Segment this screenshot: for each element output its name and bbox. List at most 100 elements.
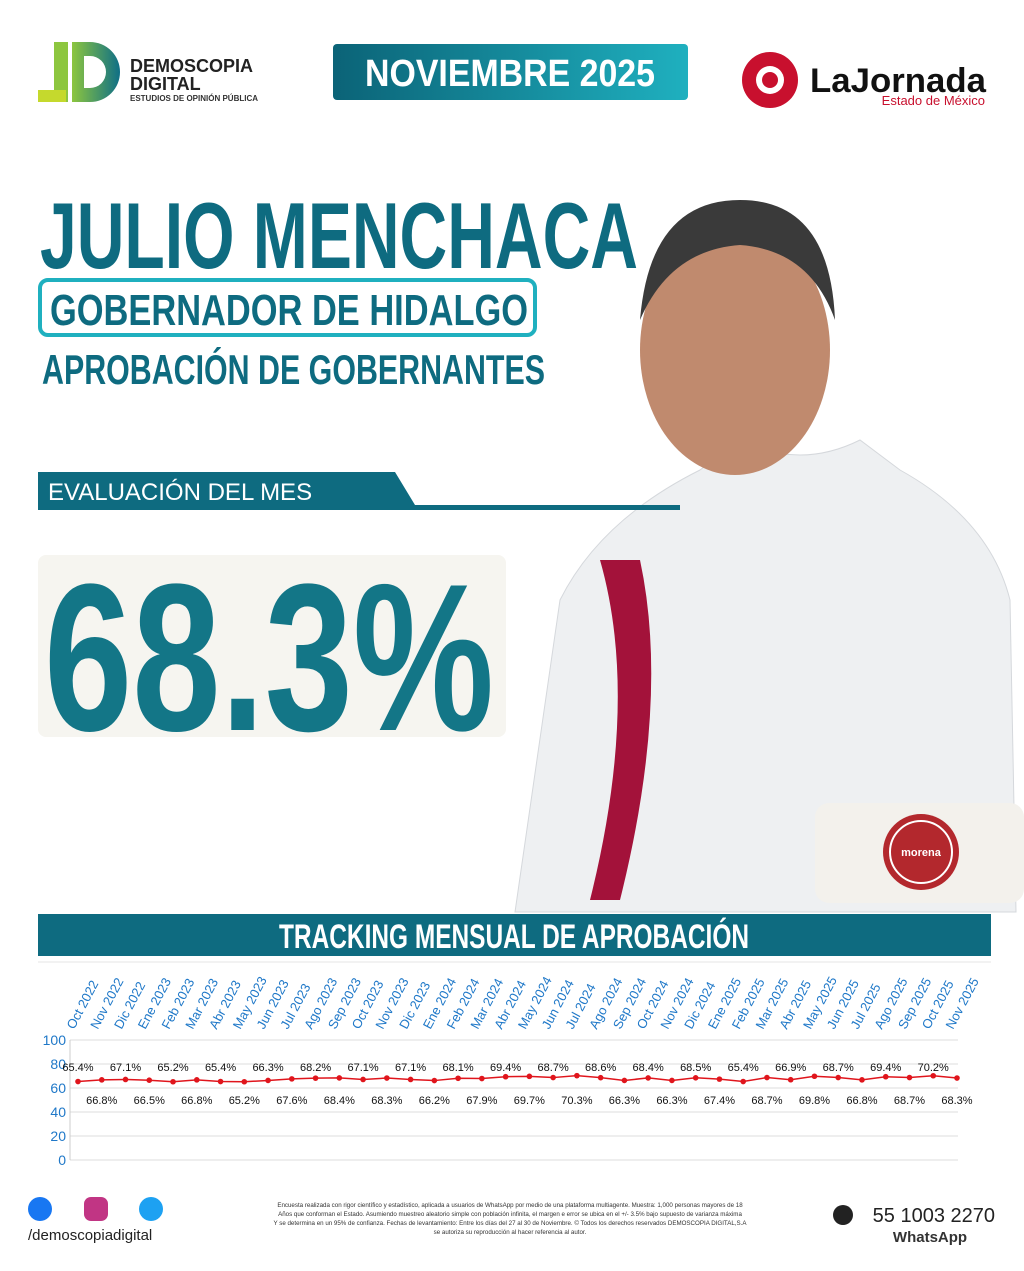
value-label: 68.3% (941, 1095, 972, 1107)
logo-bar (54, 42, 68, 102)
facebook-icon[interactable] (28, 1197, 52, 1221)
party-logo (883, 814, 959, 890)
point (502, 1073, 509, 1080)
point (716, 1076, 723, 1082)
point (75, 1078, 81, 1085)
disclaimer-line: se autoriza su reproducción al hacer ref… (434, 1229, 587, 1236)
party-ring (889, 820, 953, 884)
point (479, 1075, 485, 1082)
disclaimer-line: Años que conforman el Estado. Asumiendo … (278, 1211, 742, 1218)
date-text: NOVIEMBRE 2025 (365, 53, 655, 95)
value-label: 67.4% (704, 1095, 735, 1107)
evaluation-box (38, 555, 506, 737)
point (526, 1073, 533, 1080)
logo-line1: DEMOSCOPIA (130, 56, 253, 76)
disclaimer-line: Encuesta realizada con rigor científico … (277, 1202, 743, 1209)
point (170, 1078, 176, 1085)
instagram-icon[interactable] (84, 1197, 108, 1221)
date-banner (333, 44, 688, 100)
point (669, 1077, 675, 1084)
value-label: 67.9% (466, 1095, 497, 1107)
point (740, 1078, 746, 1085)
value-label: 66.3% (609, 1095, 640, 1107)
value-label: 67.1% (110, 1062, 141, 1074)
partner-sun-dot (762, 72, 778, 88)
twitter-icon[interactable] (139, 1197, 163, 1221)
partner-name: LaJornada (810, 62, 987, 100)
y-tick-label: 20 (50, 1128, 66, 1144)
value-label: 68.7% (894, 1095, 925, 1107)
value-label: 66.9% (775, 1062, 806, 1074)
point (193, 1077, 200, 1083)
value-label: 68.4% (633, 1062, 664, 1074)
value-label: 66.3% (656, 1095, 687, 1107)
point (217, 1078, 224, 1085)
logo-d (72, 42, 120, 102)
value-label: 68.4% (324, 1095, 355, 1107)
footer: /demoscopiadigital Encuesta realizada co… (28, 1197, 995, 1246)
point (289, 1076, 295, 1082)
point (692, 1075, 699, 1081)
phone[interactable]: 55 1003 2270 (873, 1205, 995, 1227)
point (98, 1077, 105, 1083)
value-label: 66.3% (252, 1062, 283, 1074)
value-label: 70.3% (561, 1095, 592, 1107)
point (122, 1076, 129, 1083)
value-label: 69.8% (799, 1095, 830, 1107)
point (764, 1074, 770, 1081)
point (431, 1077, 438, 1084)
point (455, 1075, 461, 1082)
disclaimer-line: Y se determina en un 95% de confianza. F… (274, 1220, 748, 1227)
social-handle[interactable]: /demoscopiadigital (28, 1227, 152, 1244)
point (930, 1072, 937, 1079)
party-name: morena (901, 847, 942, 859)
whatsapp-icon[interactable] (833, 1205, 853, 1225)
point (597, 1074, 604, 1081)
value-label: 67.1% (395, 1062, 426, 1074)
value-label: 65.4% (205, 1062, 236, 1074)
value-label: 68.7% (751, 1095, 782, 1107)
point (621, 1077, 628, 1084)
subtitle: APROBACIÓN DE GOBERNANTES (42, 345, 545, 393)
point (384, 1075, 390, 1081)
position-box (38, 278, 537, 337)
point (811, 1073, 818, 1080)
point (859, 1077, 865, 1083)
point (645, 1075, 651, 1081)
portrait-embroidery (590, 560, 652, 900)
chart-title: TRACKING MENSUAL DE APROBACIÓN (279, 918, 749, 956)
point (574, 1072, 580, 1079)
point (265, 1077, 271, 1084)
partner-region: Estado de México (882, 93, 985, 108)
point (787, 1076, 794, 1083)
portrait-hair (640, 200, 835, 320)
series-line (77, 1074, 958, 1083)
point (241, 1078, 248, 1085)
value-label: 69.4% (490, 1062, 521, 1074)
disclaimer: Encuesta realizada con rigor científico … (274, 1202, 748, 1236)
portrait-face (640, 225, 830, 475)
value-label: 68.7% (538, 1062, 569, 1074)
value-label: 68.3% (371, 1095, 402, 1107)
evaluation-banner (38, 472, 680, 510)
evaluation-value: 68.3% (44, 540, 494, 775)
value-label: 66.8% (181, 1095, 212, 1107)
value-label: 68.7% (823, 1062, 854, 1074)
point (882, 1073, 889, 1080)
portrait (514, 200, 1017, 913)
y-tick-label: 0 (58, 1152, 66, 1168)
position: GOBERNADOR DE HIDALGO (50, 286, 528, 335)
logo: DEMOSCOPIA DIGITAL ESTUDIOS DE OPINIÓN P… (38, 42, 258, 103)
point (312, 1075, 319, 1081)
point (835, 1074, 842, 1081)
value-label: 66.8% (846, 1095, 877, 1107)
point (336, 1075, 343, 1081)
logo-line2: DIGITAL (130, 74, 201, 94)
y-tick-label: 60 (50, 1080, 66, 1096)
value-label: 69.7% (514, 1095, 545, 1107)
partner-logo: LaJornada Estado de México (742, 52, 987, 108)
value-label: 65.2% (229, 1095, 260, 1107)
point (550, 1074, 556, 1081)
point (954, 1075, 960, 1081)
